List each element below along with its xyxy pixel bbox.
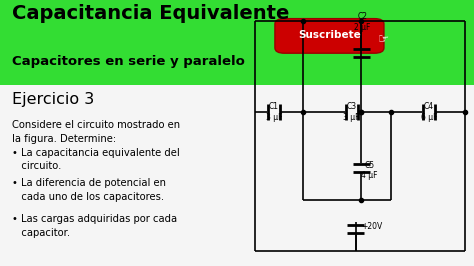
Text: Capacitores en serie y paralelo: Capacitores en serie y paralelo	[12, 55, 245, 68]
Text: ☞: ☞	[378, 34, 389, 46]
Text: C3
3 μF: C3 3 μF	[344, 102, 360, 122]
Text: Capacitancia Equivalente: Capacitancia Equivalente	[12, 4, 289, 23]
Text: • La diferencia de potencial en
   cada uno de los capacitores.: • La diferencia de potencial en cada uno…	[12, 178, 166, 202]
Text: Ejercicio 3: Ejercicio 3	[12, 92, 94, 107]
Text: • La capacitancia equivalente del
   circuito.: • La capacitancia equivalente del circui…	[12, 148, 180, 171]
Text: • Las cargas adquiridas por cada
   capacitor.: • Las cargas adquiridas por cada capacit…	[12, 214, 177, 238]
FancyBboxPatch shape	[255, 21, 465, 251]
Text: Suscribete: Suscribete	[298, 30, 361, 40]
FancyBboxPatch shape	[0, 85, 474, 266]
Text: C5
4 μF: C5 4 μF	[362, 161, 378, 180]
Text: C2
2 μF: C2 2 μF	[354, 12, 370, 32]
FancyBboxPatch shape	[0, 0, 474, 85]
Text: Considere el circuito mostrado en
la figura. Determine:: Considere el circuito mostrado en la fig…	[12, 120, 180, 144]
Text: C1
3 μF: C1 3 μF	[266, 102, 282, 122]
Text: +20V: +20V	[361, 222, 383, 231]
Text: C4
6 μF: C4 6 μF	[421, 102, 437, 122]
FancyBboxPatch shape	[275, 19, 384, 53]
